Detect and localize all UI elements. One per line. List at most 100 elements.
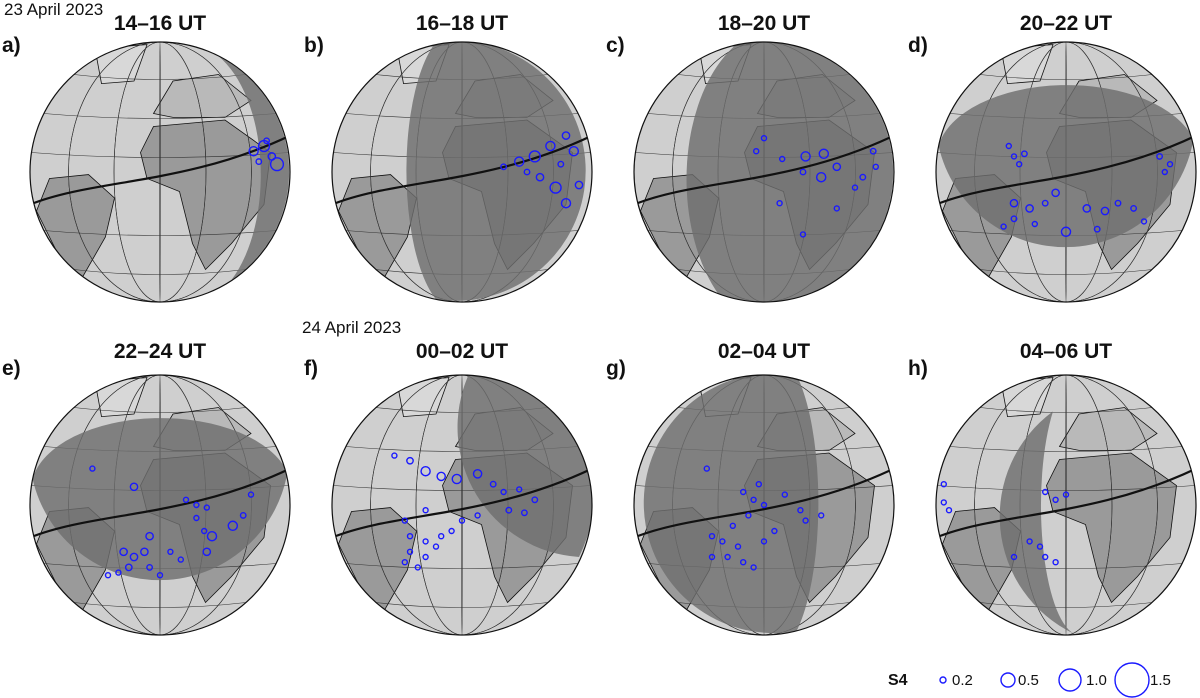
s4-circle <box>724 553 731 561</box>
s4-circle <box>146 563 154 571</box>
s4-circle <box>505 506 513 514</box>
s4-circle <box>549 181 562 194</box>
magnetic-equator-line <box>332 467 592 539</box>
legend-title: S4 <box>888 672 908 689</box>
s4-circle <box>1009 198 1019 208</box>
s4-circle <box>523 168 531 176</box>
night-side-shading <box>218 56 290 280</box>
s4-circle <box>818 512 825 519</box>
magnetic-equator-line <box>936 134 1196 206</box>
s4-circle <box>776 200 783 207</box>
s4-circle <box>1052 496 1059 504</box>
s4-circle <box>750 496 757 504</box>
s4-circle <box>401 517 408 524</box>
legend-label-1: 0.5 <box>1018 672 1039 689</box>
meridian-line <box>113 42 207 302</box>
s4-circle <box>420 465 431 477</box>
legend-circles <box>939 662 1150 698</box>
s4-circle <box>568 145 580 157</box>
s4-circle <box>1062 491 1070 498</box>
s4-circle <box>1036 543 1044 550</box>
s4-circle <box>1100 206 1110 216</box>
globe-outline <box>331 374 593 636</box>
s4-circle <box>263 137 271 145</box>
s4-circle <box>406 456 414 465</box>
s4-circle <box>1156 152 1164 160</box>
s4-circle <box>227 520 239 532</box>
s4-circle <box>202 547 212 557</box>
s4-circle <box>1042 553 1049 561</box>
s4-circle <box>129 482 139 492</box>
globe-map-4 <box>29 374 291 636</box>
s4-circle <box>1060 226 1072 238</box>
s4-circle <box>438 533 445 540</box>
meridian-line <box>159 42 161 302</box>
s4-circle <box>193 501 200 509</box>
s4-circle <box>414 564 421 571</box>
s4-circle <box>451 473 463 485</box>
s4-circle <box>115 569 122 576</box>
s4-circle <box>1010 153 1018 160</box>
globe-outline <box>633 41 895 303</box>
s4-circle <box>1041 199 1049 207</box>
parallel-line <box>73 74 247 80</box>
globe-map-3 <box>935 41 1197 303</box>
s4-circle <box>248 145 259 157</box>
s4-circle <box>177 556 184 563</box>
s4-circle <box>422 538 429 545</box>
s4-circle <box>760 538 768 545</box>
legend-circle-2 <box>1058 668 1082 692</box>
globe-map-2 <box>633 41 895 303</box>
panel-label-5: f) <box>304 357 318 380</box>
s4-circle <box>119 547 128 557</box>
meridian-line <box>461 375 463 635</box>
s4-circle <box>708 533 716 540</box>
s4-circle <box>945 506 953 514</box>
s4-circle <box>1010 553 1018 561</box>
s4-circle <box>500 163 508 171</box>
s4-circle <box>104 571 112 579</box>
magnetic-equator-line <box>634 134 894 206</box>
globe-map-6 <box>633 374 895 636</box>
night-side-shading <box>938 85 1194 248</box>
s4-circle <box>1026 538 1033 545</box>
s4-circle <box>745 512 752 519</box>
globe-outline <box>935 374 1197 636</box>
parallel-line <box>73 407 247 413</box>
globe-map-0 <box>29 41 291 303</box>
panel-label-2: c) <box>606 34 625 57</box>
date-second: 24 April 2023 <box>302 318 402 337</box>
globe-outline <box>29 41 291 303</box>
magnetic-equator-line <box>30 467 290 539</box>
s4-circle <box>760 135 768 142</box>
s4-circle <box>734 543 742 550</box>
panel-title-1: 16–18 UT <box>415 12 509 35</box>
s4-circle <box>1010 215 1018 223</box>
magnetic-equator-line <box>634 467 894 539</box>
s4-circle <box>516 486 523 493</box>
magnetic-equator-line <box>30 134 290 206</box>
s4-circle <box>1140 218 1148 225</box>
night-side-shading <box>32 418 288 581</box>
s4-circle <box>1161 168 1169 176</box>
s4-circle <box>269 157 285 172</box>
s4-circle <box>489 480 497 488</box>
parallel-line <box>979 407 1153 413</box>
parallel-line <box>43 230 277 236</box>
s4-circle <box>574 180 584 190</box>
s4-circle <box>797 506 804 514</box>
globe-outline <box>633 374 895 636</box>
globe-map-5 <box>331 374 593 636</box>
s4-circle <box>799 231 807 238</box>
s4-circle <box>182 496 190 504</box>
night-side-shading <box>406 42 586 301</box>
s4-circle <box>255 158 263 166</box>
legend-label-3: 1.5 <box>1150 672 1171 689</box>
panel-title-6: 02–04 UT <box>717 340 811 363</box>
s4-circle <box>1042 488 1049 496</box>
night-side-shading <box>686 42 894 302</box>
panel-title-7: 04–06 UT <box>1019 340 1113 363</box>
s4-circle <box>156 571 164 579</box>
s4-circle <box>406 533 414 540</box>
s4-circle <box>239 511 247 519</box>
